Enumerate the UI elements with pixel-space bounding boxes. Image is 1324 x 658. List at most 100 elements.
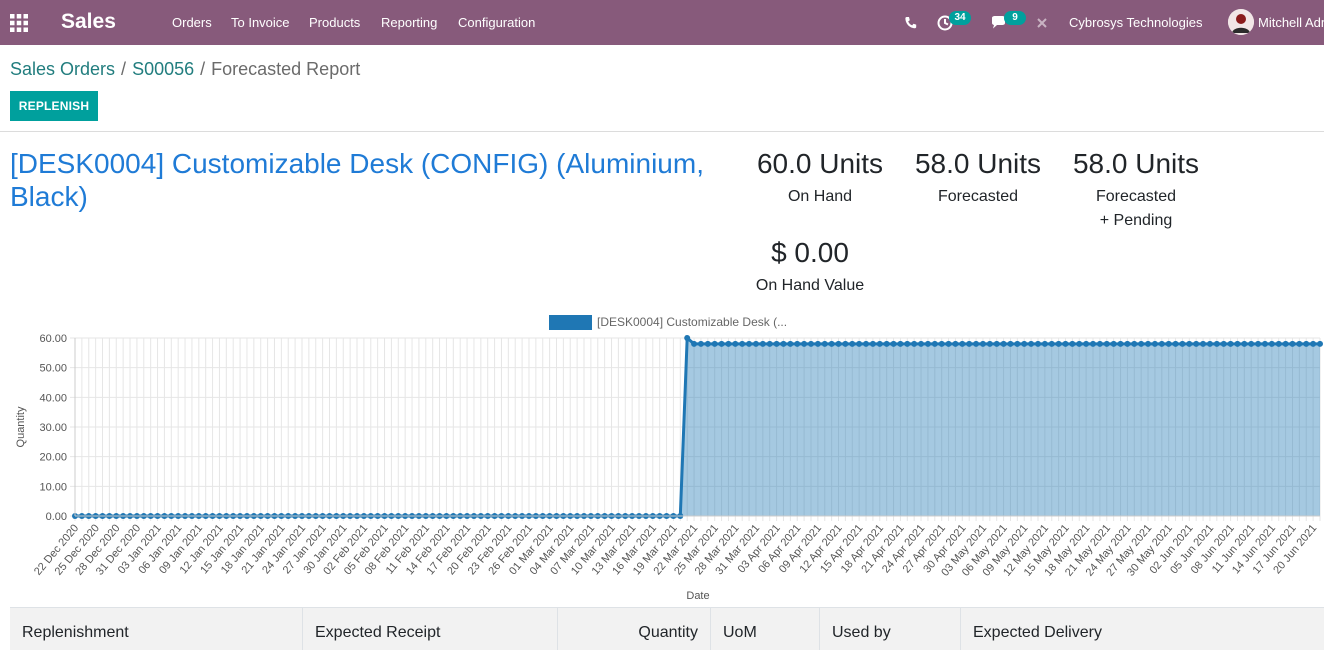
- data-point: [897, 340, 904, 347]
- data-point: [1206, 340, 1213, 347]
- data-point: [718, 340, 725, 347]
- y-tick-label: 40.00: [39, 392, 67, 404]
- data-point: [1179, 340, 1186, 347]
- data-point: [1131, 340, 1138, 347]
- x-axis-title: Date: [686, 590, 709, 602]
- data-point: [1193, 340, 1200, 347]
- data-point: [814, 340, 821, 347]
- column-replenishment[interactable]: Replenishment: [10, 608, 303, 650]
- data-point: [1138, 340, 1145, 347]
- data-point: [1021, 340, 1028, 347]
- data-point: [1261, 340, 1268, 347]
- data-point: [691, 340, 698, 347]
- data-point: [883, 340, 890, 347]
- breadcrumb-separator: /: [121, 59, 127, 79]
- data-point: [918, 340, 925, 347]
- series-area: [75, 338, 1320, 516]
- data-point: [945, 340, 952, 347]
- data-point: [752, 340, 759, 347]
- data-point: [1213, 340, 1220, 347]
- data-point: [1083, 340, 1090, 347]
- kpi-forecasted: 58.0 Units Forecasted: [908, 147, 1048, 209]
- y-tick-label: 0.00: [46, 511, 67, 523]
- company-switcher[interactable]: Cybrosys Technologies: [1069, 15, 1203, 30]
- data-point: [966, 340, 973, 347]
- y-axis-title: Quantity: [15, 406, 27, 447]
- y-tick-label: 50.00: [39, 363, 67, 375]
- top-navbar: Sales Orders To Invoice Products Reporti…: [0, 0, 1324, 45]
- replenish-button[interactable]: REPLENISH: [10, 91, 98, 121]
- breadcrumb-order[interactable]: S00056: [132, 59, 195, 79]
- column-uom[interactable]: UoM: [711, 608, 820, 650]
- data-point: [1248, 340, 1255, 347]
- data-point: [1090, 340, 1097, 347]
- data-point: [1172, 340, 1179, 347]
- menu-item-products[interactable]: Products: [309, 15, 361, 30]
- data-point: [1234, 340, 1241, 347]
- data-point: [1310, 340, 1317, 347]
- data-point: [904, 340, 911, 347]
- breadcrumb: Sales Orders / S00056/Forecasted Report: [10, 59, 360, 80]
- data-point: [807, 340, 814, 347]
- divider: [0, 131, 1324, 132]
- data-point: [1124, 340, 1131, 347]
- messages-icon[interactable]: [989, 13, 1009, 33]
- breadcrumb-separator: /: [200, 59, 206, 79]
- data-point: [711, 340, 718, 347]
- data-point: [821, 340, 828, 347]
- app-name[interactable]: Sales: [61, 10, 116, 33]
- column-used-by[interactable]: Used by: [820, 608, 961, 650]
- menu-item-orders[interactable]: Orders: [172, 15, 212, 30]
- data-point: [697, 340, 704, 347]
- kpi-forecasted-pending-value: 58.0 Units: [1072, 148, 1200, 179]
- data-point: [1303, 340, 1310, 347]
- data-point: [924, 340, 931, 347]
- data-point: [931, 340, 938, 347]
- kpi-forecasted-pending: 58.0 Units Forecasted + Pending: [1066, 147, 1206, 233]
- column-quantity[interactable]: Quantity: [558, 608, 711, 650]
- data-point: [1069, 340, 1076, 347]
- user-menu[interactable]: Mitchell Admin: [1258, 15, 1324, 30]
- menu-item-configuration[interactable]: Configuration: [458, 15, 536, 30]
- data-point: [1255, 340, 1262, 347]
- data-point: [842, 340, 849, 347]
- legend-swatch: [549, 315, 592, 330]
- menu-item-reporting[interactable]: Reporting: [381, 15, 438, 30]
- data-point: [911, 340, 918, 347]
- close-icon[interactable]: [1034, 13, 1054, 33]
- kpi-forecasted-value: 58.0 Units: [914, 148, 1042, 179]
- column-expected-receipt[interactable]: Expected Receipt: [303, 608, 558, 650]
- message-count-badge: 9: [1004, 11, 1026, 25]
- kpi-on-hand-label: On Hand: [787, 188, 853, 205]
- data-point: [876, 340, 883, 347]
- data-point: [684, 335, 691, 341]
- data-point: [1096, 340, 1103, 347]
- data-point: [759, 340, 766, 347]
- breadcrumb-sales-orders[interactable]: Sales Orders: [10, 59, 116, 79]
- phone-icon[interactable]: [901, 13, 921, 33]
- product-title-link[interactable]: [DESK0004] Customizable Desk (CONFIG) (A…: [10, 148, 704, 212]
- data-point: [1062, 340, 1069, 347]
- forecast-chart: [DESK0004] Customizable Desk (... 0.00 10.…: [15, 315, 1323, 602]
- menu-item-to-invoice[interactable]: To Invoice: [231, 15, 290, 30]
- activity-count-badge: 34: [949, 11, 971, 25]
- data-point: [1041, 340, 1048, 347]
- breadcrumb-current: Forecasted Report: [211, 59, 361, 79]
- data-point: [794, 340, 801, 347]
- kpi-on-hand-value: 60.0 Units: [756, 148, 884, 179]
- apps-menu-icon[interactable]: [10, 14, 28, 32]
- data-point: [835, 340, 842, 347]
- data-point: [856, 340, 863, 347]
- column-expected-delivery[interactable]: Expected Delivery: [973, 624, 1102, 641]
- data-point: [973, 340, 980, 347]
- data-point: [1282, 340, 1289, 347]
- data-point: [979, 340, 986, 347]
- data-point: [1014, 340, 1021, 347]
- data-point: [725, 340, 732, 347]
- data-point: [801, 340, 808, 347]
- kpi-forecasted-label: Forecasted: [937, 188, 1019, 205]
- user-avatar[interactable]: [1228, 9, 1254, 35]
- data-point: [732, 340, 739, 347]
- data-point: [780, 340, 787, 347]
- data-point: [1103, 340, 1110, 347]
